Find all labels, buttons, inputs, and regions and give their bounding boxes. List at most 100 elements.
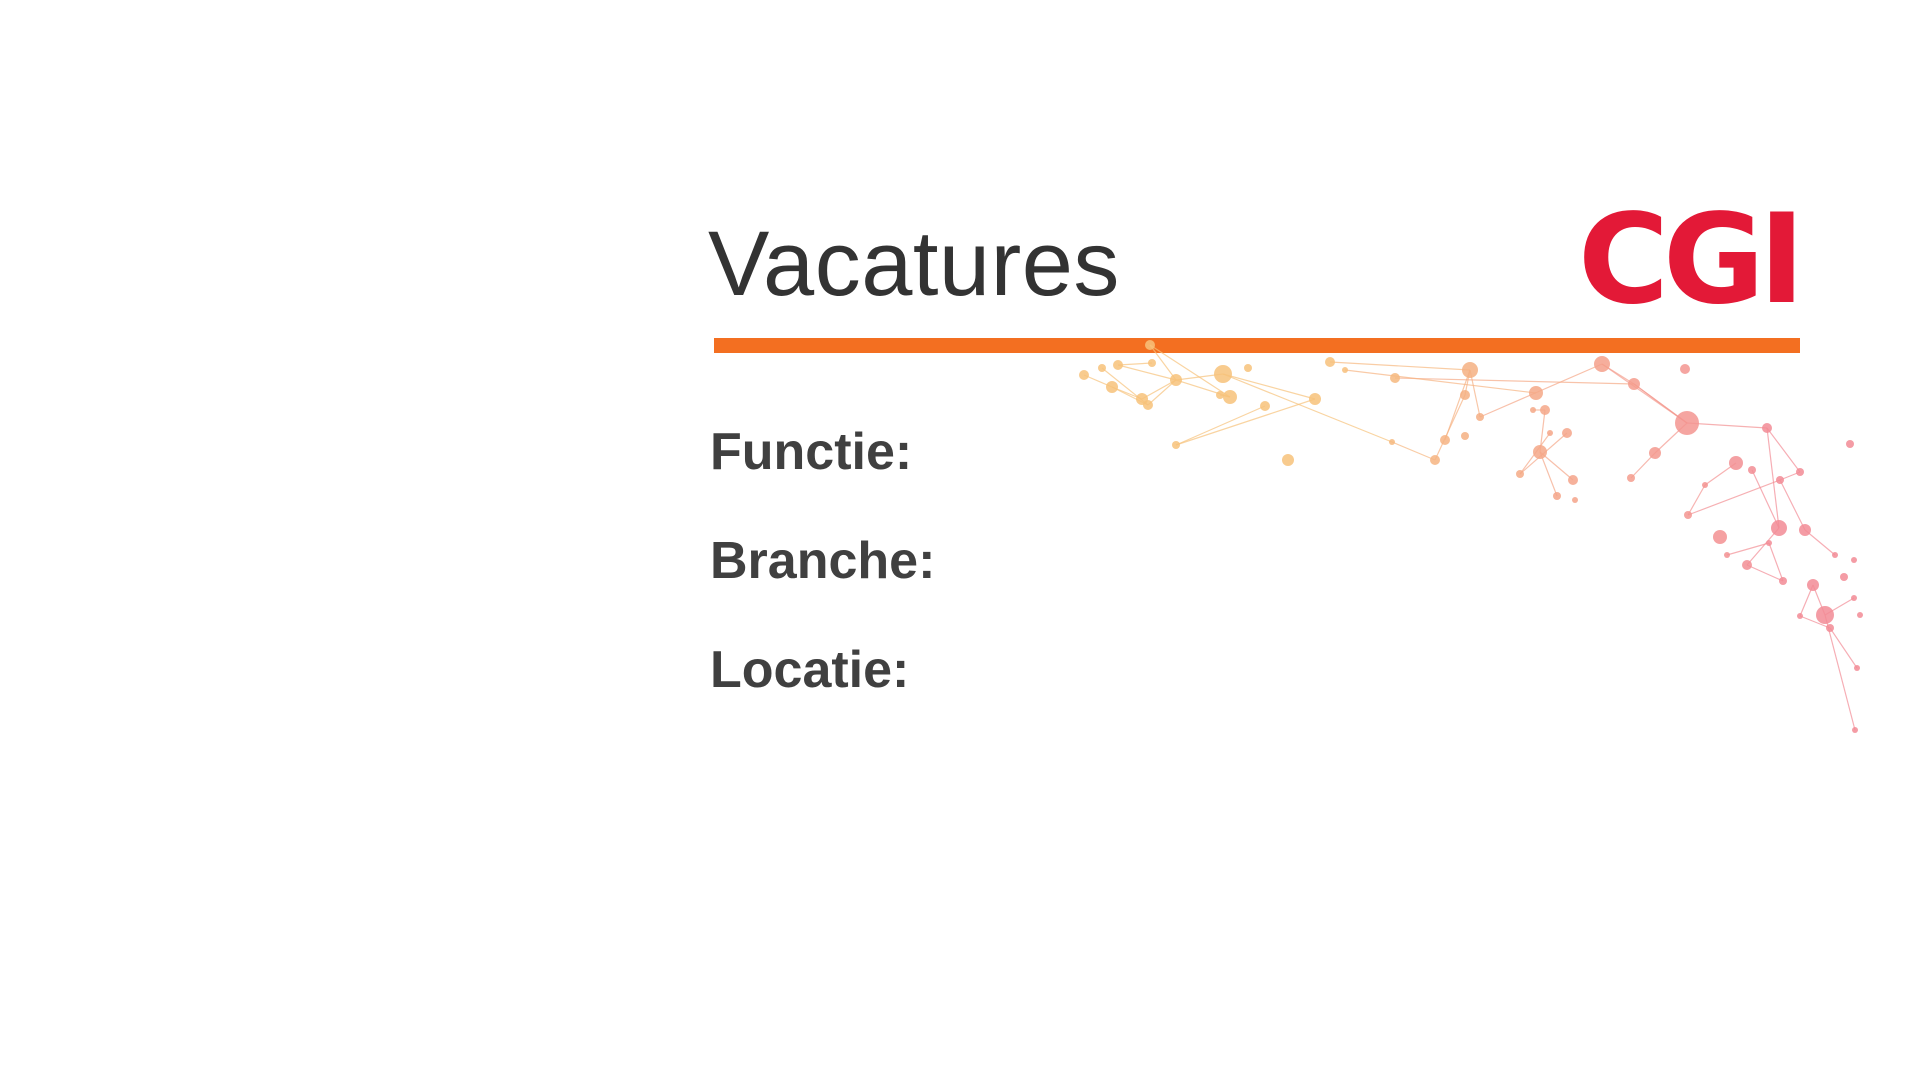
network-edge	[1539, 451, 1558, 497]
network-node	[1216, 391, 1224, 399]
field-functie: Functie:	[710, 423, 913, 481]
network-node	[1540, 405, 1550, 415]
network-node	[1106, 381, 1118, 393]
network-node	[1113, 360, 1123, 370]
network-edge	[1766, 427, 1780, 529]
network-edge	[1746, 564, 1784, 582]
network-node	[1857, 612, 1863, 618]
network-node	[1170, 374, 1182, 386]
network-node	[1430, 455, 1440, 465]
network-edge	[1824, 614, 1856, 731]
network-edge	[1686, 422, 1768, 429]
network-node	[1461, 432, 1469, 440]
network-node	[1547, 430, 1553, 436]
network-node	[1309, 393, 1321, 405]
cgi-logo: CGI	[1578, 188, 1805, 332]
network-node	[1460, 390, 1470, 400]
network-edge	[1149, 344, 1231, 398]
network-node	[1529, 386, 1543, 400]
network-edge	[1768, 542, 1784, 582]
network-node	[1796, 468, 1804, 476]
network-node	[1702, 482, 1708, 488]
network-node	[1098, 364, 1106, 372]
network-node	[1627, 474, 1635, 482]
network-node	[1628, 378, 1640, 390]
network-edge	[1687, 484, 1706, 516]
network-edge	[1149, 344, 1177, 381]
network-node	[1223, 390, 1237, 404]
network-node	[1852, 727, 1858, 733]
network-node	[1816, 606, 1834, 624]
network-node	[1797, 613, 1803, 619]
network-node	[1553, 492, 1561, 500]
network-node	[1476, 413, 1484, 421]
network-node	[1742, 560, 1752, 570]
network-node	[1851, 557, 1857, 563]
network-node	[1143, 400, 1153, 410]
network-node	[1572, 497, 1578, 503]
network-edge	[1175, 405, 1266, 446]
network-node	[1533, 445, 1547, 459]
network-edge	[1222, 373, 1393, 443]
network-edge	[1117, 362, 1153, 366]
network-edge	[1804, 529, 1836, 556]
network-node	[1680, 364, 1690, 374]
network-node	[1851, 595, 1857, 601]
network-edge	[1726, 542, 1770, 556]
network-node	[1260, 401, 1270, 411]
network-node	[1390, 373, 1400, 383]
network-edge	[1391, 441, 1436, 461]
network-edge	[1175, 398, 1316, 446]
network-edge	[1117, 364, 1177, 381]
network-edge	[1799, 615, 1831, 629]
network-node	[1145, 340, 1155, 350]
network-node	[1826, 624, 1834, 632]
network-edge	[1779, 479, 1806, 531]
network-edge	[1147, 379, 1177, 406]
network-node	[1649, 447, 1661, 459]
network-edge	[1434, 394, 1466, 461]
network-edge	[1141, 379, 1177, 400]
network-node	[1762, 423, 1772, 433]
network-edge	[1539, 451, 1574, 481]
network-node	[1516, 470, 1524, 478]
network-edge	[1469, 369, 1481, 418]
network-node	[1244, 364, 1252, 372]
network-edge	[1394, 377, 1635, 385]
network-edge	[1829, 627, 1858, 669]
field-branche: Branche:	[710, 532, 936, 590]
field-locatie: Locatie:	[710, 641, 910, 699]
network-edge	[1329, 361, 1471, 371]
network-node	[1832, 552, 1838, 558]
network-node	[1530, 407, 1536, 413]
network-node	[1594, 356, 1610, 372]
network-node	[1389, 439, 1395, 445]
network-node	[1729, 456, 1743, 470]
network-node	[1766, 540, 1772, 546]
network-node	[1748, 466, 1756, 474]
network-node	[1148, 359, 1156, 367]
title-divider	[714, 338, 1800, 353]
network-node	[1172, 441, 1180, 449]
network-node	[1440, 435, 1450, 445]
network-node	[1325, 357, 1335, 367]
network-node	[1214, 365, 1232, 383]
network-edge	[1344, 369, 1537, 394]
network-node	[1282, 454, 1294, 466]
network-graph-icon	[1079, 340, 1863, 733]
network-node	[1568, 475, 1578, 485]
slide-title: Vacatures	[708, 213, 1120, 315]
network-node	[1776, 476, 1784, 484]
network-node	[1807, 579, 1819, 591]
network-edge	[1746, 527, 1780, 566]
network-node	[1462, 362, 1478, 378]
network-node	[1779, 577, 1787, 585]
network-node	[1799, 524, 1811, 536]
network-node	[1342, 367, 1348, 373]
network-node	[1684, 511, 1692, 519]
network-node	[1840, 573, 1848, 581]
network-node	[1079, 370, 1089, 380]
network-edge	[1751, 469, 1780, 529]
network-node	[1854, 665, 1860, 671]
